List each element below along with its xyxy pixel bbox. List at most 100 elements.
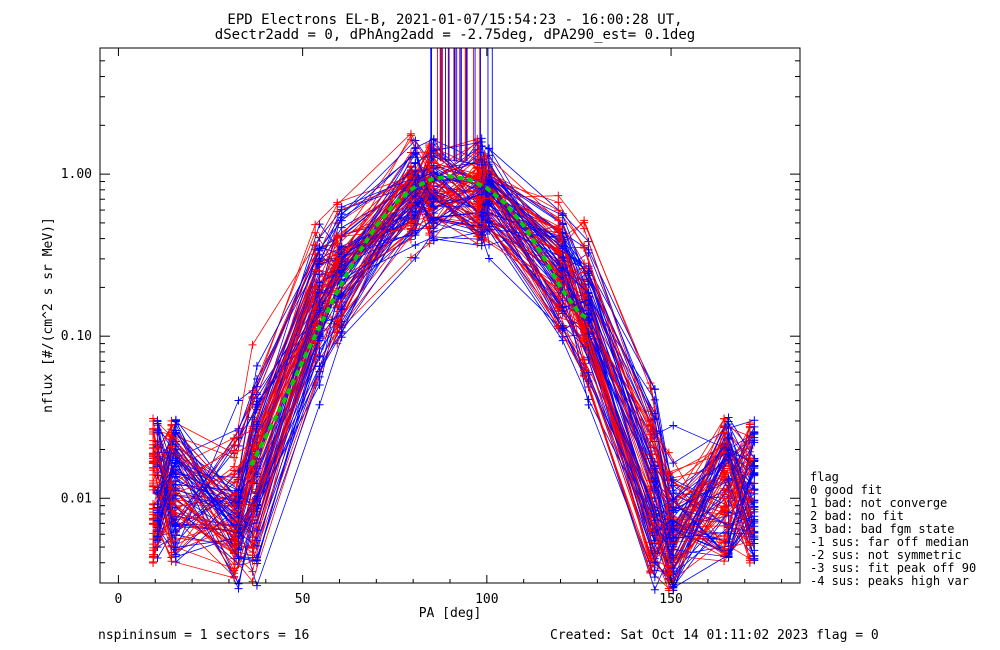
flux-point bbox=[724, 475, 733, 484]
flux-point bbox=[554, 225, 563, 234]
flux-point bbox=[171, 416, 180, 425]
flux-point bbox=[650, 573, 659, 582]
flux-point bbox=[230, 569, 239, 578]
flux-trace bbox=[157, 141, 755, 544]
flux-trace bbox=[157, 191, 755, 579]
flux-point bbox=[248, 511, 257, 520]
flux-point bbox=[750, 539, 759, 548]
flux-point bbox=[720, 510, 729, 519]
flux-point bbox=[485, 144, 494, 153]
flux-point bbox=[311, 240, 320, 249]
flux-point bbox=[477, 190, 486, 199]
flux-point bbox=[230, 516, 239, 525]
flux-point bbox=[664, 470, 673, 479]
flux-point bbox=[234, 546, 243, 555]
flux-point bbox=[745, 558, 754, 567]
flux-point bbox=[337, 203, 346, 212]
flux-trace bbox=[157, 151, 755, 539]
flux-trace bbox=[157, 171, 755, 564]
flux-trace bbox=[157, 178, 755, 548]
flux-point bbox=[580, 336, 589, 345]
x-tick-label: 50 bbox=[295, 592, 311, 607]
flux-trace bbox=[157, 180, 755, 591]
flux-point bbox=[248, 340, 257, 349]
flux-point bbox=[554, 322, 563, 331]
flux-point bbox=[480, 219, 489, 228]
flux-point bbox=[473, 239, 482, 248]
flux-point bbox=[406, 235, 415, 244]
flux-point bbox=[167, 442, 176, 451]
flux-point bbox=[149, 529, 158, 538]
flux-point bbox=[480, 194, 489, 203]
flux-point bbox=[425, 162, 434, 171]
legend-entry: 2 bad: no fit bbox=[810, 509, 904, 523]
flux-point bbox=[333, 241, 342, 250]
flux-point bbox=[315, 372, 324, 381]
flux-point bbox=[724, 528, 733, 537]
flux-point bbox=[406, 224, 415, 233]
flux-point bbox=[315, 220, 324, 229]
flux-point bbox=[315, 351, 324, 360]
fit-curve bbox=[249, 174, 588, 467]
flux-point bbox=[149, 470, 158, 479]
flux-point bbox=[584, 316, 593, 325]
flux-point bbox=[311, 355, 320, 364]
legend-entry: 3 bad: bad fgm state bbox=[810, 522, 955, 536]
flux-point bbox=[425, 204, 434, 213]
flux-point bbox=[171, 466, 180, 475]
flux-point bbox=[248, 577, 257, 586]
flux-point bbox=[558, 253, 567, 262]
flux-point bbox=[411, 254, 420, 263]
flux-point bbox=[248, 444, 257, 453]
flux-trace bbox=[152, 176, 751, 570]
flux-point bbox=[252, 375, 261, 384]
flux-point bbox=[584, 269, 593, 278]
flux-trace bbox=[152, 181, 751, 584]
flux-point bbox=[411, 136, 420, 145]
flux-point bbox=[558, 264, 567, 273]
flux-point bbox=[584, 377, 593, 386]
flux-point bbox=[750, 469, 759, 478]
flux-point bbox=[406, 200, 415, 209]
flux-point bbox=[750, 461, 759, 470]
flux-point bbox=[337, 268, 346, 277]
flux-trace bbox=[152, 151, 751, 556]
legend-title: flag bbox=[810, 470, 839, 484]
footer-left: nspininsum = 1 sectors = 16 bbox=[98, 628, 309, 643]
flux-point bbox=[584, 329, 593, 338]
flux-point bbox=[429, 202, 438, 211]
flux-point bbox=[584, 353, 593, 362]
flux-trace bbox=[157, 172, 755, 592]
flux-point bbox=[473, 232, 482, 241]
footer-right: Created: Sat Oct 14 01:11:02 2023 flag =… bbox=[550, 628, 879, 643]
flux-trace bbox=[157, 156, 755, 570]
flux-point bbox=[554, 304, 563, 313]
flux-point bbox=[171, 550, 180, 559]
flux-point bbox=[724, 537, 733, 546]
flux-trace bbox=[152, 171, 751, 579]
y-tick-label: 0.10 bbox=[61, 329, 92, 344]
flux-point bbox=[745, 454, 754, 463]
axis-layer: 0 50 100 150 0.01 0.10 1.00 bbox=[61, 47, 800, 607]
flux-point bbox=[171, 440, 180, 449]
flux-point bbox=[153, 532, 162, 541]
flux-point bbox=[720, 502, 729, 511]
flux-point bbox=[646, 511, 655, 520]
x-tick-label: 0 bbox=[115, 592, 123, 607]
flux-point bbox=[252, 526, 261, 535]
fit-layer bbox=[249, 174, 588, 467]
flux-point bbox=[153, 516, 162, 525]
flux-trace bbox=[157, 154, 755, 559]
flux-point bbox=[664, 586, 673, 595]
x-tick-label: 150 bbox=[659, 592, 682, 607]
flux-point bbox=[750, 554, 759, 563]
legend-entry: 0 good fit bbox=[810, 483, 882, 497]
y-tick-label: 1.00 bbox=[61, 167, 92, 182]
flux-point bbox=[252, 479, 261, 488]
flux-point bbox=[646, 489, 655, 498]
flux-trace bbox=[152, 190, 751, 543]
flux-point bbox=[248, 500, 257, 509]
flux-point bbox=[149, 417, 158, 426]
flux-point bbox=[406, 129, 415, 138]
flux-point bbox=[724, 413, 733, 422]
